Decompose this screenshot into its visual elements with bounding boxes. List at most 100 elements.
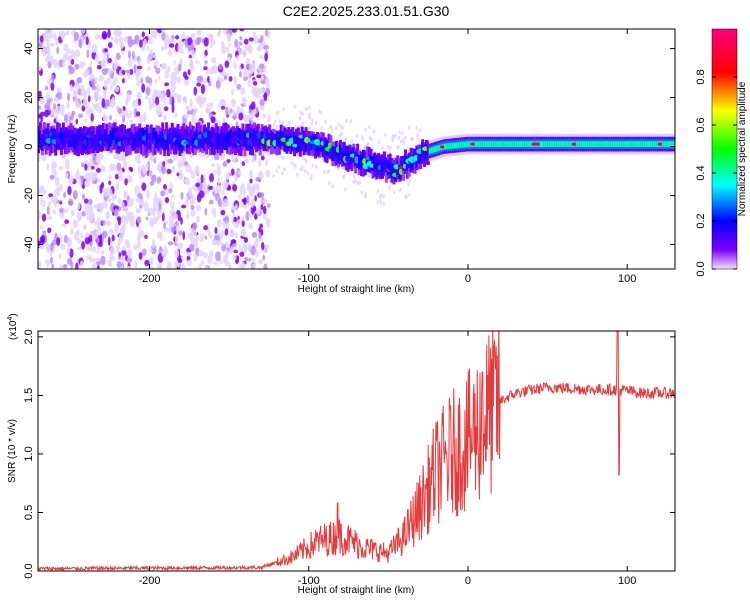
spectrogram-noise-cell bbox=[89, 158, 94, 166]
spectrogram-ridge-cell bbox=[466, 141, 470, 148]
spectrogram-noise-cell bbox=[224, 228, 229, 236]
spectrogram-noise-cell bbox=[41, 46, 47, 55]
spectrogram-ridge-cell bbox=[671, 141, 675, 148]
spectrogram-ridge-cell bbox=[430, 147, 434, 154]
spectrogram-noise-cell bbox=[166, 261, 172, 269]
spectrogram-ridge-cell bbox=[444, 143, 448, 150]
spectrogram-noise-cell bbox=[170, 201, 175, 211]
spectrogram-ytick-label: -40 bbox=[23, 237, 35, 253]
spectrogram-noise-cell bbox=[230, 230, 236, 238]
spectrogram-ridge-cell bbox=[457, 142, 461, 149]
spectrogram-noise-cell bbox=[156, 176, 162, 184]
spectrogram-ridge-cell bbox=[86, 130, 90, 147]
spectrogram-noise-cell bbox=[114, 56, 118, 66]
spectrogram-noise-cell bbox=[262, 254, 266, 261]
spectrogram-ridge-cell bbox=[602, 141, 606, 148]
spectrogram-noise-cell bbox=[253, 34, 259, 44]
spectrogram-noise-cell bbox=[45, 101, 51, 109]
spectrogram-noise-cell bbox=[75, 262, 79, 269]
spectrogram-ridge-cell bbox=[380, 162, 384, 177]
spectrogram-noise-cell bbox=[193, 253, 198, 262]
spectrogram-noise-cell bbox=[46, 92, 50, 101]
spectrogram-noise-cell bbox=[168, 215, 175, 224]
spectrogram-noise-cell bbox=[144, 234, 148, 239]
spectrogram-noise-cell bbox=[250, 115, 254, 125]
spectrogram-ridge-cell bbox=[487, 141, 491, 148]
spectrogram-noise-cell bbox=[155, 96, 160, 106]
spectrogram-ridge-cell bbox=[103, 129, 107, 146]
spectrogram-noise-cell bbox=[202, 252, 209, 259]
spectrogram-noise-cell bbox=[232, 109, 236, 118]
spectrogram-noise-cell bbox=[245, 57, 251, 65]
spectrogram-ridge-cell bbox=[463, 141, 467, 148]
spectrogram-ridge-cell bbox=[625, 141, 629, 148]
spectrogram-noise-cell bbox=[267, 152, 271, 157]
spectrogram-noise-cell bbox=[263, 92, 268, 102]
spectrogram-ridge-cell bbox=[132, 134, 136, 151]
spectrogram-noise-cell bbox=[242, 187, 247, 196]
spectrogram-noise-cell bbox=[160, 29, 167, 32]
spectrogram-noise-cell bbox=[138, 59, 141, 66]
spectrogram-noise-cell bbox=[81, 29, 86, 34]
spectrogram-noise-cell bbox=[126, 241, 131, 249]
spectrogram-noise-cell bbox=[343, 187, 347, 192]
spectrogram-noise-cell bbox=[91, 257, 96, 263]
spectrogram-ridge-cell bbox=[633, 141, 637, 148]
spectrogram-noise-cell bbox=[187, 259, 192, 267]
spectrogram-noise-cell bbox=[69, 55, 73, 61]
spectrogram-noise-cell bbox=[131, 50, 135, 60]
spectrogram-noise-cell bbox=[93, 230, 99, 240]
spectrogram-noise-cell bbox=[241, 243, 248, 254]
spectrogram-noise-cell bbox=[74, 81, 79, 89]
spectrogram-ridge-cell bbox=[482, 141, 486, 148]
spectrogram-ridge-cell bbox=[455, 142, 459, 149]
spectrogram-noise-cell bbox=[68, 198, 74, 207]
spectrogram-ridge-cell bbox=[145, 128, 149, 145]
spectrogram-noise-cell bbox=[139, 229, 145, 238]
spectrogram-noise-cell bbox=[38, 105, 42, 110]
spectrogram-noise-cell bbox=[112, 155, 117, 160]
spectrogram-noise-cell bbox=[218, 63, 223, 70]
spectrogram-noise-cell bbox=[192, 112, 196, 118]
spectrogram-noise-cell bbox=[231, 156, 237, 163]
spectrogram-ridge-cell bbox=[170, 131, 174, 148]
spectrogram-noise-cell bbox=[184, 75, 189, 80]
spectrogram-noise-cell bbox=[60, 243, 66, 251]
spectrogram-ridge-cell bbox=[417, 148, 421, 164]
spectrogram-noise-cell bbox=[267, 113, 271, 118]
spectrogram-ridge-cell bbox=[128, 128, 132, 145]
spectrogram-ridge-cell bbox=[545, 141, 549, 148]
spectrogram-noise-cell bbox=[232, 254, 237, 261]
spectrogram-noise-cell bbox=[198, 190, 205, 199]
spectrogram-noise-cell bbox=[90, 78, 96, 87]
spectrogram-noise-cell bbox=[90, 113, 94, 122]
spectrogram-ridge-cell bbox=[165, 133, 169, 150]
spectrogram-ridge-cell bbox=[168, 127, 172, 145]
snr-multiplier-exp: 4 bbox=[7, 317, 14, 321]
spectrogram-ridge-cell bbox=[40, 134, 44, 151]
spectrogram-noise-cell bbox=[85, 109, 92, 116]
spectrogram-ridge-cell bbox=[493, 141, 497, 148]
spectrogram-noise-cell bbox=[240, 183, 246, 190]
spectrogram-noise-cell bbox=[81, 210, 86, 217]
spectrogram-ridge-cell bbox=[424, 144, 428, 159]
spectrogram-ridge-cell bbox=[558, 141, 562, 148]
snr-series-line bbox=[38, 331, 675, 571]
spectrogram-noise-cell bbox=[63, 191, 66, 199]
spectrogram-noise-cell bbox=[109, 253, 113, 263]
spectrogram-noise-cell bbox=[239, 251, 245, 257]
spectrogram-noise-cell bbox=[252, 205, 257, 212]
spectrogram-noise-cell bbox=[407, 125, 411, 130]
spectrogram-noise-cell bbox=[92, 246, 97, 253]
spectrogram-noise-cell bbox=[293, 104, 297, 109]
spectrogram-noise-cell bbox=[210, 42, 213, 49]
spectrogram-ridge-cell bbox=[598, 141, 602, 148]
spectrogram-ridge-cell bbox=[73, 132, 77, 150]
spectrogram-ridge-cell bbox=[495, 141, 499, 148]
spectrogram-noise-cell bbox=[116, 162, 122, 172]
spectrogram-noise-cell bbox=[259, 223, 263, 229]
spectrogram-noise-cell bbox=[163, 222, 167, 230]
spectrogram-ridge-cell bbox=[505, 141, 509, 148]
spectrogram-noise-cell bbox=[82, 97, 87, 107]
